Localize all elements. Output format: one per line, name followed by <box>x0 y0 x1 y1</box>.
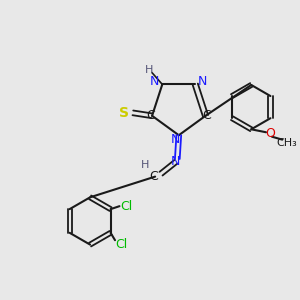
Text: Cl: Cl <box>120 200 132 213</box>
Text: H: H <box>141 160 149 170</box>
Text: O: O <box>266 127 275 140</box>
Text: N: N <box>150 75 160 88</box>
Text: C: C <box>202 109 211 122</box>
Text: C: C <box>146 109 155 122</box>
Text: N: N <box>171 155 181 168</box>
Text: S: S <box>119 106 129 120</box>
Text: CH₃: CH₃ <box>276 138 297 148</box>
Text: H: H <box>145 64 153 75</box>
Text: Cl: Cl <box>115 238 127 251</box>
Text: N: N <box>198 75 207 88</box>
Text: N: N <box>171 133 181 146</box>
Text: C: C <box>149 170 158 183</box>
